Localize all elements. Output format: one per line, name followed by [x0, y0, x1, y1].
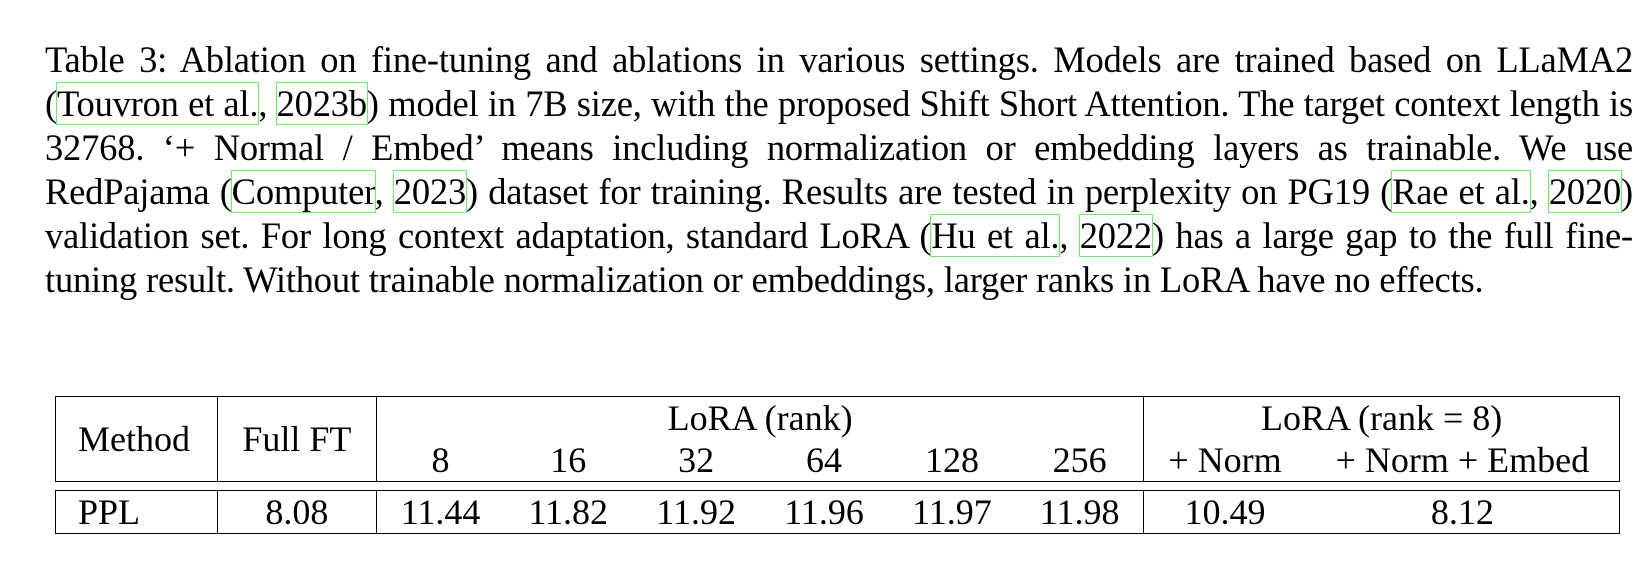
table-caption: Table 3: Ablation on fine-tuning and abl…	[45, 38, 1633, 302]
citation-year-link[interactable]: 2022	[1078, 214, 1153, 257]
caption-text: ) validation set. For long context adapt…	[45, 171, 1633, 256]
citation-separator: ,	[1529, 171, 1549, 212]
citation-year-link[interactable]: 2020	[1547, 170, 1623, 213]
caption-text: ) has a large gap to the full fine-tunin…	[45, 215, 1633, 300]
citation-separator: ,	[258, 83, 277, 124]
rank-header: 8	[375, 439, 505, 482]
citation-separator: ,	[374, 171, 394, 212]
lora-rank8-header: LoRA (rank = 8)	[1143, 396, 1620, 439]
lora-value: 11.82	[504, 490, 633, 534]
citation-separator: ,	[1059, 215, 1080, 256]
caption-text: ) dataset for training. Results are test…	[466, 171, 1393, 212]
norm-value: 10.49	[1143, 490, 1306, 534]
method-header: Method	[55, 396, 218, 482]
full-ft-header: Full FT	[216, 396, 377, 482]
citation-link[interactable]: Hu et al.	[930, 214, 1061, 257]
lora-value: 11.96	[760, 490, 888, 534]
norm-embed-value: 8.12	[1305, 490, 1620, 534]
full-ft-value: 8.08	[216, 490, 377, 534]
citation-year-link[interactable]: 2023b	[275, 82, 368, 125]
row-label: PPL	[55, 490, 218, 534]
table-subheader-row: 8 16 32 64 128 256 + Norm + Norm + Embed	[56, 439, 1620, 482]
results-table: Method Full FT LoRA (rank) LoRA (rank = …	[55, 396, 1620, 534]
row-gap	[56, 482, 1620, 491]
rank-header: 128	[888, 439, 1016, 482]
rank-header: 16	[504, 439, 633, 482]
citation-link[interactable]: Rae et al.	[1391, 170, 1531, 213]
citation-year-link[interactable]: 2023	[392, 170, 468, 213]
lora-value: 11.44	[375, 490, 505, 534]
lora-value: 11.97	[888, 490, 1016, 534]
caption-text: ) model in 7B size, with the proposed Sh…	[45, 83, 1633, 212]
rank-header: 32	[632, 439, 761, 482]
rank-header: 256	[1015, 439, 1145, 482]
caption-text: Table 3: Ablation on fine-tuning and abl…	[45, 39, 1633, 124]
lora-rank-header: LoRA (rank)	[375, 396, 1145, 439]
table-row: PPL 8.08 11.44 11.82 11.92 11.96 11.97 1…	[55, 490, 1620, 534]
table-header-row: Method Full FT LoRA (rank) LoRA (rank = …	[55, 396, 1620, 482]
norm-header: + Norm	[1143, 439, 1306, 482]
citation-link[interactable]: Computer	[230, 170, 376, 213]
lora-value: 11.98	[1015, 490, 1145, 534]
lora-value: 11.92	[632, 490, 761, 534]
rank-header: 64	[760, 439, 888, 482]
citation-link[interactable]: Touvron et al.	[55, 82, 260, 125]
norm-embed-header: + Norm + Embed	[1305, 439, 1620, 482]
